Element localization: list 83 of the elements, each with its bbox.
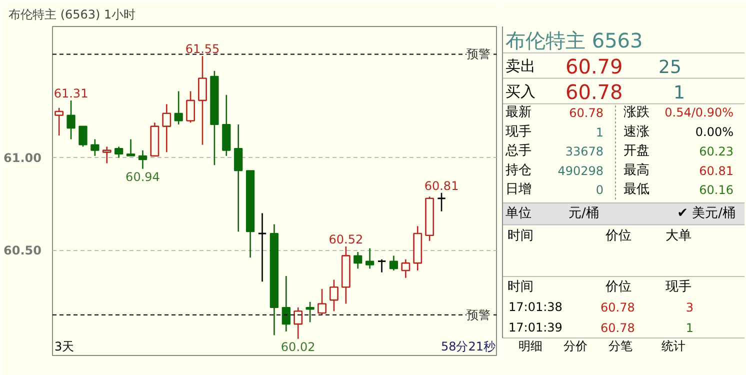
text: 60.78 xyxy=(600,320,635,335)
annotation: 60.52 xyxy=(328,232,364,246)
text: 60.78 xyxy=(566,80,623,104)
candlestick xyxy=(401,258,410,279)
ref-line-label: 预警 xyxy=(466,308,491,322)
candlestick xyxy=(138,150,148,170)
text: 60.23 xyxy=(699,144,734,159)
candlestick xyxy=(258,212,267,282)
candlestick xyxy=(162,103,172,153)
text: 现手 xyxy=(506,124,532,140)
candlestick xyxy=(114,146,124,158)
text: 最新 xyxy=(506,104,532,120)
y-tick-label: 61.00 xyxy=(4,151,42,166)
text: 490298 xyxy=(558,164,604,178)
text: 价位 xyxy=(604,280,632,295)
candlestick xyxy=(294,306,303,340)
candlestick xyxy=(377,258,386,273)
annotation: 58分21秒 xyxy=(440,340,496,354)
text: 0 xyxy=(596,183,604,198)
candlestick xyxy=(234,124,243,232)
text: 60.78 xyxy=(569,106,604,120)
y-tick-label: 60.50 xyxy=(4,244,42,258)
text: 总手 xyxy=(504,144,532,159)
candlestick xyxy=(318,288,326,316)
candlestick xyxy=(126,138,136,157)
chart-title: 布伦特主 (6563) 1小时 xyxy=(8,8,136,22)
text: 分笔 xyxy=(608,338,632,353)
text: 现手 xyxy=(666,280,692,295)
annotation: 60.02 xyxy=(280,340,316,354)
text: 大单 xyxy=(666,228,692,244)
candlestick xyxy=(389,255,398,272)
text: 1 xyxy=(596,125,604,140)
text: 60.78 xyxy=(600,300,635,315)
text: 布伦特主 6563 xyxy=(506,28,643,53)
text: 1 xyxy=(674,82,685,104)
text: 卖出 xyxy=(506,56,536,75)
candlestick xyxy=(66,100,76,140)
text: 17:01:39 xyxy=(508,320,562,334)
text: 分价 xyxy=(564,338,588,353)
text: 33678 xyxy=(565,144,604,159)
annotation: 60.94 xyxy=(126,170,160,184)
text: 时间 xyxy=(508,228,534,244)
candlestick xyxy=(329,279,338,312)
candlestick xyxy=(90,138,100,157)
text: 最低 xyxy=(624,182,650,198)
text: 元/桶 xyxy=(568,206,599,221)
text: 时间 xyxy=(508,280,534,295)
candlestick xyxy=(365,248,374,270)
candlestick xyxy=(354,251,362,270)
candlestick xyxy=(306,301,314,323)
candlestick xyxy=(282,275,290,332)
text: 60.79 xyxy=(566,54,623,78)
text: 持仓 xyxy=(506,162,532,178)
candlestick xyxy=(436,192,446,212)
text: ✔ 美元/桶 xyxy=(677,204,736,221)
text: 价位 xyxy=(604,228,632,244)
annotation: 61.55 xyxy=(185,42,220,56)
annotation: 3天 xyxy=(54,340,74,354)
candlestick xyxy=(198,55,207,146)
text: 买入 xyxy=(506,82,536,100)
text: 60.81 xyxy=(699,164,734,178)
candlestick xyxy=(174,90,183,126)
text: 涨跌 xyxy=(624,104,650,120)
text: 1 xyxy=(686,320,694,335)
text: 17:01:38 xyxy=(508,300,562,314)
text: 60.16 xyxy=(699,183,734,198)
text: 明细 xyxy=(518,338,542,353)
text: 0.54/0.90% xyxy=(664,105,734,120)
candlestick xyxy=(78,126,88,148)
text: 统计 xyxy=(662,338,686,353)
text: 最高 xyxy=(624,162,650,178)
candlestick xyxy=(102,146,112,164)
annotation: 60.81 xyxy=(424,178,459,193)
text: 3 xyxy=(686,300,694,315)
annotation: 61.31 xyxy=(54,86,88,100)
text: 开盘 xyxy=(624,144,650,159)
candlestick xyxy=(186,90,196,124)
text: 0.00% xyxy=(695,124,734,139)
text: 速涨 xyxy=(624,124,650,140)
ref-line-label: 预警 xyxy=(466,47,491,62)
text: 单位 xyxy=(506,206,532,221)
text: 日增 xyxy=(506,182,532,198)
text: 25 xyxy=(658,56,682,78)
